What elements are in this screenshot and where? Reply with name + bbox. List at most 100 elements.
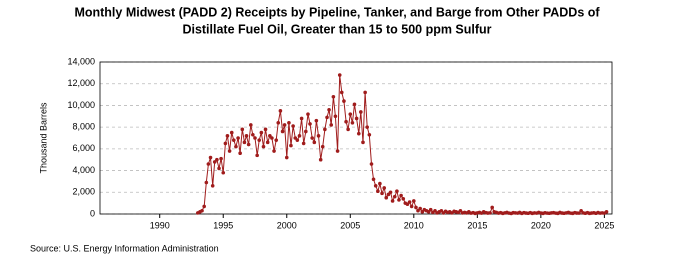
data-point (323, 127, 327, 132)
data-point (392, 194, 397, 199)
y-tick-label: 12,000 (67, 78, 95, 88)
data-point (318, 157, 323, 162)
data-point (308, 122, 312, 126)
data-point (210, 183, 215, 188)
data-point (333, 114, 338, 119)
data-point (346, 127, 350, 132)
data-point (337, 73, 342, 77)
data-point (490, 205, 494, 210)
data-point (206, 162, 211, 166)
chart-title: Distillate Fuel Oil, Greater than 15 to … (182, 22, 491, 36)
data-point (327, 107, 331, 112)
data-point (316, 134, 321, 138)
data-point (301, 141, 306, 146)
data-point (401, 197, 406, 201)
data-point (604, 210, 609, 214)
data-point (382, 186, 387, 190)
data-point (361, 140, 365, 145)
y-tick-label: 0 (90, 208, 95, 218)
data-point (234, 144, 238, 149)
data-point (202, 204, 206, 209)
data-point (259, 130, 264, 135)
data-point (359, 110, 363, 114)
data-point (251, 132, 255, 137)
data-point (253, 136, 257, 140)
data-point (246, 142, 251, 147)
data-point (412, 199, 416, 203)
data-point (577, 211, 581, 215)
data-point (278, 109, 283, 113)
data-point (388, 190, 393, 195)
data-point (274, 138, 279, 142)
data-point (339, 90, 344, 95)
data-point (325, 115, 329, 120)
y-tick-label: 6,000 (72, 143, 95, 153)
data-point (320, 144, 325, 149)
data-point (371, 177, 376, 182)
data-point (384, 195, 389, 200)
data-point (367, 132, 372, 137)
x-tick-label: 2010 (404, 220, 424, 230)
data-point (399, 193, 403, 198)
data-point (297, 134, 302, 138)
data-point (314, 118, 319, 123)
data-point (350, 121, 355, 125)
series-line (197, 74, 607, 215)
data-point (221, 170, 226, 175)
x-tick-label: 1995 (213, 220, 233, 230)
data-point (249, 123, 253, 127)
data-point (284, 155, 289, 160)
data-point (236, 136, 240, 140)
x-tick-label: 2020 (531, 220, 551, 230)
data-point (227, 149, 232, 153)
data-point (390, 199, 395, 203)
data-point (365, 125, 369, 129)
data-point (414, 205, 418, 210)
data-point (240, 127, 245, 132)
data-point (244, 134, 249, 138)
data-point (276, 121, 281, 125)
data-point (299, 116, 304, 121)
data-point (282, 123, 287, 127)
data-point (342, 99, 346, 103)
data-point (409, 204, 414, 209)
data-point (348, 112, 353, 116)
data-point (395, 189, 399, 193)
data-point (200, 208, 204, 213)
data-point (373, 183, 378, 188)
data-point (219, 156, 223, 161)
data-point (369, 162, 374, 166)
x-tick-label: 1990 (150, 220, 170, 230)
data-point (310, 136, 314, 140)
data-point (376, 189, 380, 193)
data-point (356, 131, 361, 136)
data-point (225, 134, 230, 138)
data-point (312, 140, 317, 145)
data-point (291, 124, 295, 128)
data-point (363, 90, 367, 95)
data-point (215, 157, 219, 162)
data-point (306, 112, 310, 116)
data-point (428, 207, 433, 212)
chart-title: Monthly Midwest (PADD 2) Receipts by Pip… (74, 5, 600, 19)
x-tick-label: 2015 (467, 220, 487, 230)
data-point (354, 116, 359, 121)
y-tick-label: 10,000 (67, 100, 95, 110)
data-point (217, 166, 221, 171)
data-point (352, 102, 357, 107)
data-point (488, 211, 492, 215)
data-point (289, 143, 293, 148)
data-point (272, 149, 276, 153)
y-axis-label: Thousand Barrels (38, 102, 48, 174)
data-point (335, 149, 340, 153)
data-point (238, 151, 242, 155)
data-point (331, 94, 336, 99)
data-point (261, 144, 266, 149)
data-point (257, 138, 261, 142)
data-point (280, 129, 285, 134)
data-point (242, 140, 247, 145)
data-point (304, 129, 308, 134)
x-tick-label: 2000 (277, 220, 297, 230)
source-note: Source: U.S. Energy Information Administ… (30, 243, 219, 253)
